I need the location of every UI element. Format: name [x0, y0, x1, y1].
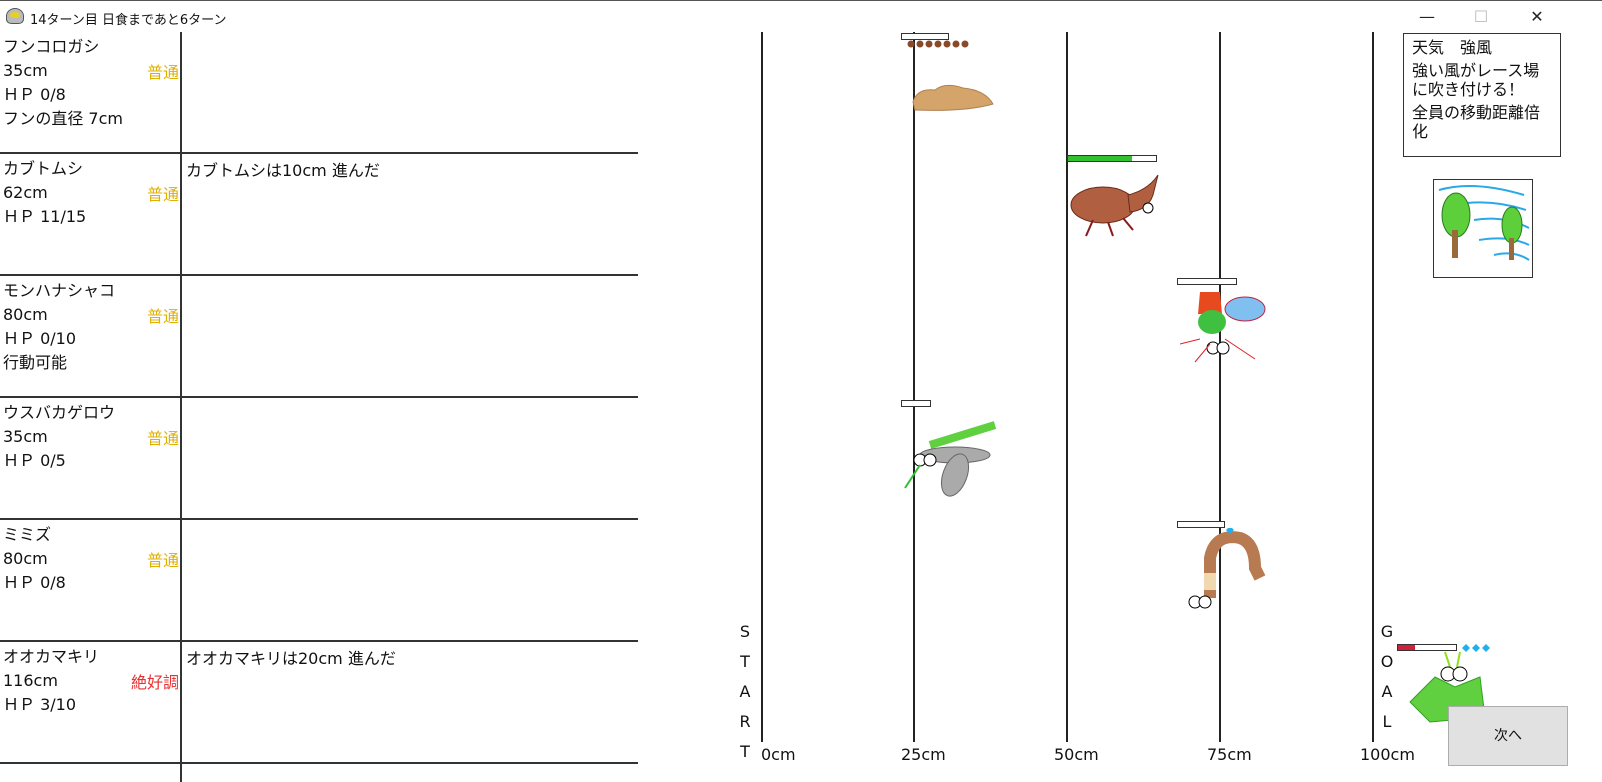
racer-info: オオカマキリ 116cm ＨＰ 3/10 [3, 645, 179, 717]
racer-name: ウスバカゲロウ [3, 403, 116, 422]
lane-line [761, 32, 763, 742]
start-letter: T [740, 652, 750, 671]
hp-bar [1397, 644, 1457, 651]
racer-name: ミミズ [3, 525, 52, 544]
racer-hp: ＨＰ 0/8 [3, 85, 66, 104]
racer-distance: 80cm [3, 549, 48, 568]
goal-letter: O [1380, 652, 1394, 671]
distance-tick: 25cm [901, 745, 946, 764]
racer-name: オオカマキリ [3, 647, 100, 666]
hp-bar [1177, 278, 1237, 285]
racer-hp: ＨＰ 3/10 [3, 695, 77, 714]
app-icon [6, 8, 24, 24]
goal-letter: L [1382, 712, 1392, 731]
racer-extra: 行動可能 [3, 353, 68, 372]
antlion-sprite [900, 420, 1005, 504]
distance-tick: 75cm [1207, 745, 1252, 764]
racer-condition: 普通 [146, 185, 179, 204]
racer-row: フンコロガシ 35cm ＨＰ 0/8 フンの直径 7cm 普通 [0, 32, 638, 154]
lane-line [1219, 32, 1221, 742]
lane-line [1372, 32, 1374, 742]
racer-hp: ＨＰ 0/10 [3, 329, 77, 348]
start-letter: R [739, 712, 751, 731]
racer-condition: 絶好調 [130, 673, 179, 692]
panel-divider [180, 32, 182, 782]
racer-condition: 普通 [146, 63, 179, 82]
weather-effect: 全員の移動距離倍化 [1412, 103, 1541, 141]
racer-row: ウスバカゲロウ 35cm ＨＰ 0/5 普通 [0, 398, 638, 520]
racer-message: カブトムシは10cm 進んだ [186, 161, 380, 180]
racer-row: オオカマキリ 116cm ＨＰ 3/10 絶好調 オオカマキリは20cm 進んだ [0, 642, 638, 764]
weather-panel: 天気 強風 強い風がレース場に吹き付ける！ 全員の移動距離倍化 [1403, 33, 1561, 157]
racer-extra: フンの直径 7cm [3, 109, 123, 128]
wind-weather-icon [1433, 179, 1533, 278]
racer-condition: 普通 [146, 429, 179, 448]
rhinoceros-beetle-sprite [1068, 170, 1163, 244]
start-letter: T [740, 742, 750, 761]
hp-bar [1067, 155, 1157, 162]
next-button[interactable]: 次へ [1448, 706, 1568, 766]
distance-tick: 0cm [761, 745, 796, 764]
racer-row: ミミズ 80cm ＨＰ 0/8 普通 [0, 520, 638, 642]
racer-distance: 116cm [3, 671, 58, 690]
start-letter: A [739, 682, 751, 701]
hp-bar [901, 400, 931, 407]
racer-hp: ＨＰ 11/15 [3, 207, 87, 226]
racer-distance: 62cm [3, 183, 48, 202]
earthworm-sprite [1185, 526, 1275, 622]
goal-letter: A [1381, 682, 1393, 701]
racer-condition: 普通 [146, 307, 179, 326]
mantis-shrimp-sprite [1179, 284, 1280, 368]
racer-info: モンハナシャコ 80cm ＨＰ 0/10 行動可能 [3, 279, 179, 375]
maximize-button[interactable]: ☐ [1473, 7, 1489, 26]
distance-tick: 100cm [1360, 745, 1415, 764]
racer-name: カブトムシ [3, 159, 84, 178]
minimize-button[interactable]: — [1419, 7, 1435, 26]
racer-distance: 35cm [3, 61, 48, 80]
start-letter: S [739, 622, 751, 641]
racer-distance: 80cm [3, 305, 48, 324]
racer-distance: 35cm [3, 427, 48, 446]
racer-info: ミミズ 80cm ＨＰ 0/8 [3, 523, 179, 595]
weather-title: 天気 強風 [1412, 38, 1493, 57]
hp-bar [901, 33, 949, 40]
racer-name: フンコロガシ [3, 37, 100, 56]
title-bar: 14ターン目 日食まであと6ターン — ☐ ✕ [0, 0, 1602, 32]
lane-line [1066, 32, 1068, 742]
racer-info: カブトムシ 62cm ＨＰ 11/15 [3, 157, 179, 229]
racer-row: カブトムシ 62cm ＨＰ 11/15 普通 カブトムシは10cm 進んだ [0, 154, 638, 276]
racer-condition: 普通 [146, 551, 179, 570]
racer-row: モンハナシャコ 80cm ＨＰ 0/10 行動可能 普通 [0, 276, 638, 398]
lane-line [913, 32, 915, 742]
dung-beetle-sprite [905, 40, 995, 124]
racer-hp: ＨＰ 0/5 [3, 451, 66, 470]
distance-tick: 50cm [1054, 745, 1099, 764]
close-button[interactable]: ✕ [1530, 7, 1544, 26]
hp-bar [1177, 521, 1225, 528]
racer-info: ウスバカゲロウ 35cm ＨＰ 0/5 [3, 401, 179, 473]
window-title: 14ターン目 日食まであと6ターン [30, 13, 227, 28]
racer-hp: ＨＰ 0/8 [3, 573, 66, 592]
racer-info: フンコロガシ 35cm ＨＰ 0/8 フンの直径 7cm [3, 35, 179, 131]
goal-letter: G [1380, 622, 1394, 641]
racer-name: モンハナシャコ [3, 281, 116, 300]
racer-message: オオカマキリは20cm 進んだ [186, 649, 396, 668]
weather-description: 強い風がレース場に吹き付ける！ [1412, 61, 1540, 99]
